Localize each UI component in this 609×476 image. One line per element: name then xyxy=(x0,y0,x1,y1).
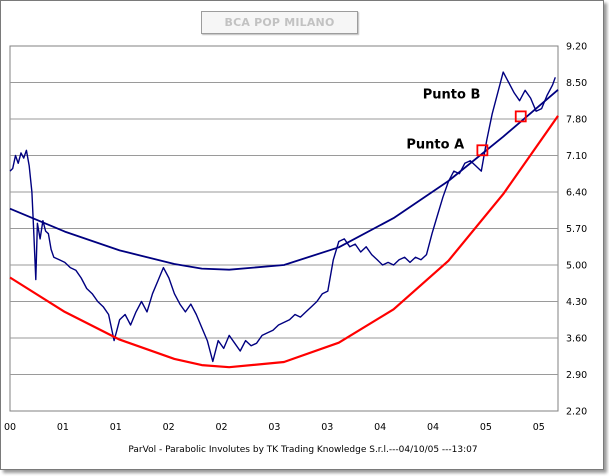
y-tick-label: 5.70 xyxy=(566,224,587,235)
series-layer xyxy=(9,71,559,369)
chart-title: BCA POP MILANO xyxy=(201,11,358,34)
chart-footer: ParVol - Parabolic Involutes by TK Tradi… xyxy=(128,445,478,455)
y-tick-label: 2.90 xyxy=(566,370,587,381)
x-tick-label: 03 xyxy=(321,422,333,433)
y-tick-label: 8.50 xyxy=(566,78,587,89)
x-tick-label: 01 xyxy=(57,422,69,433)
marker-layer: Punto A Punto B xyxy=(406,87,527,157)
x-tick-label: 04 xyxy=(427,422,439,433)
marker-box xyxy=(476,144,489,157)
y-tick-label: 3.60 xyxy=(566,334,587,345)
marker-box xyxy=(514,110,527,123)
x-axis-ticks: 00 01 01 02 02 03 03 04 04 05 05 xyxy=(4,422,545,433)
y-tick-label: 9.20 xyxy=(566,42,587,53)
y-axis-ticks: 9.20 8.50 7.80 7.10 6.40 5.70 5.00 4.30 3.60 2.90… xyxy=(566,42,587,418)
x-tick-label: 02 xyxy=(163,422,175,433)
marker-label: Punto B xyxy=(423,87,481,102)
x-tick-label: 01 xyxy=(110,422,122,433)
series-line xyxy=(9,89,559,271)
y-tick-label: 2.20 xyxy=(566,407,587,418)
x-tick-label: 05 xyxy=(480,422,492,433)
y-tick-label: 6.40 xyxy=(566,188,587,199)
marker-label: Punto A xyxy=(406,137,464,152)
y-tick-label: 7.80 xyxy=(566,115,587,126)
x-tick-label: 02 xyxy=(215,422,227,433)
y-tick-label: 4.30 xyxy=(566,297,587,308)
x-tick-label: 05 xyxy=(533,422,545,433)
gridlines xyxy=(10,82,558,375)
x-tick-label: 03 xyxy=(268,422,280,433)
x-tick-label: 00 xyxy=(4,422,16,433)
y-tick-label: 5.00 xyxy=(566,261,587,272)
series-line xyxy=(9,115,559,369)
x-tick-label: 04 xyxy=(374,422,386,433)
y-tick-label: 7.10 xyxy=(566,151,587,162)
